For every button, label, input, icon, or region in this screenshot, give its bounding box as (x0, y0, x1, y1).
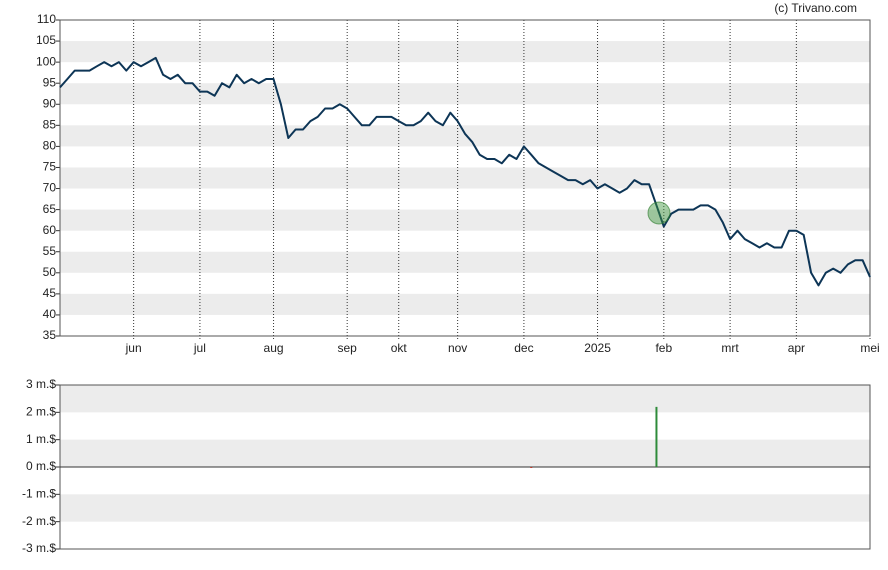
x-tick-label: dec (514, 341, 533, 355)
trade-marker (647, 201, 671, 225)
y-tick-label: 80 (43, 139, 57, 153)
band (60, 41, 870, 63)
band (60, 385, 870, 413)
x-tick-label: feb (655, 341, 672, 355)
y-tick-label: 70 (43, 181, 57, 195)
credit: (c) Trivano.com (774, 1, 857, 15)
band (60, 209, 870, 231)
bar (530, 467, 533, 468)
y-tick-label: -1 m.$ (22, 487, 56, 501)
x-tick-label: nov (448, 341, 467, 355)
y-tick-label: 60 (43, 223, 57, 237)
y-tick-label: 110 (37, 12, 56, 26)
bar (655, 406, 658, 467)
band (60, 439, 870, 467)
y-tick-label: 75 (43, 160, 57, 174)
y-tick-label: 35 (43, 328, 57, 342)
y-tick-label: 90 (43, 96, 57, 110)
y-tick-label: 95 (43, 75, 57, 89)
y-tick-label: 1 m.$ (26, 432, 56, 446)
x-tick-label: mrt (721, 341, 739, 355)
y-tick-label: 50 (43, 265, 57, 279)
band (60, 293, 870, 315)
x-tick-label: jul (193, 341, 206, 355)
y-tick-label: 85 (43, 118, 57, 132)
y-tick-label: -3 m.$ (22, 541, 56, 555)
x-tick-label: mei (860, 341, 879, 355)
x-tick-label: jun (125, 341, 142, 355)
plot-frame (59, 19, 871, 337)
band (60, 83, 870, 105)
x-tick-label: 2025 (584, 341, 611, 355)
band (60, 125, 870, 147)
y-tick-label: 45 (43, 286, 57, 300)
y-tick-label: 0 m.$ (26, 459, 56, 473)
x-tick-label: aug (264, 341, 284, 355)
x-tick-label: okt (391, 341, 408, 355)
y-tick-label: 40 (43, 307, 57, 321)
band (60, 494, 870, 522)
y-tick-label: 100 (36, 54, 56, 68)
y-tick-label: 105 (36, 33, 56, 47)
y-tick-label: 2 m.$ (26, 405, 56, 419)
x-tick-label: apr (788, 341, 805, 355)
band (60, 251, 870, 273)
y-tick-label: 55 (43, 244, 57, 258)
y-tick-label: 3 m.$ (26, 377, 56, 391)
y-tick-label: -2 m.$ (22, 514, 56, 528)
price-line (59, 56, 871, 287)
band (60, 167, 870, 189)
y-tick-label: 65 (43, 202, 57, 216)
x-tick-label: sep (338, 341, 358, 355)
